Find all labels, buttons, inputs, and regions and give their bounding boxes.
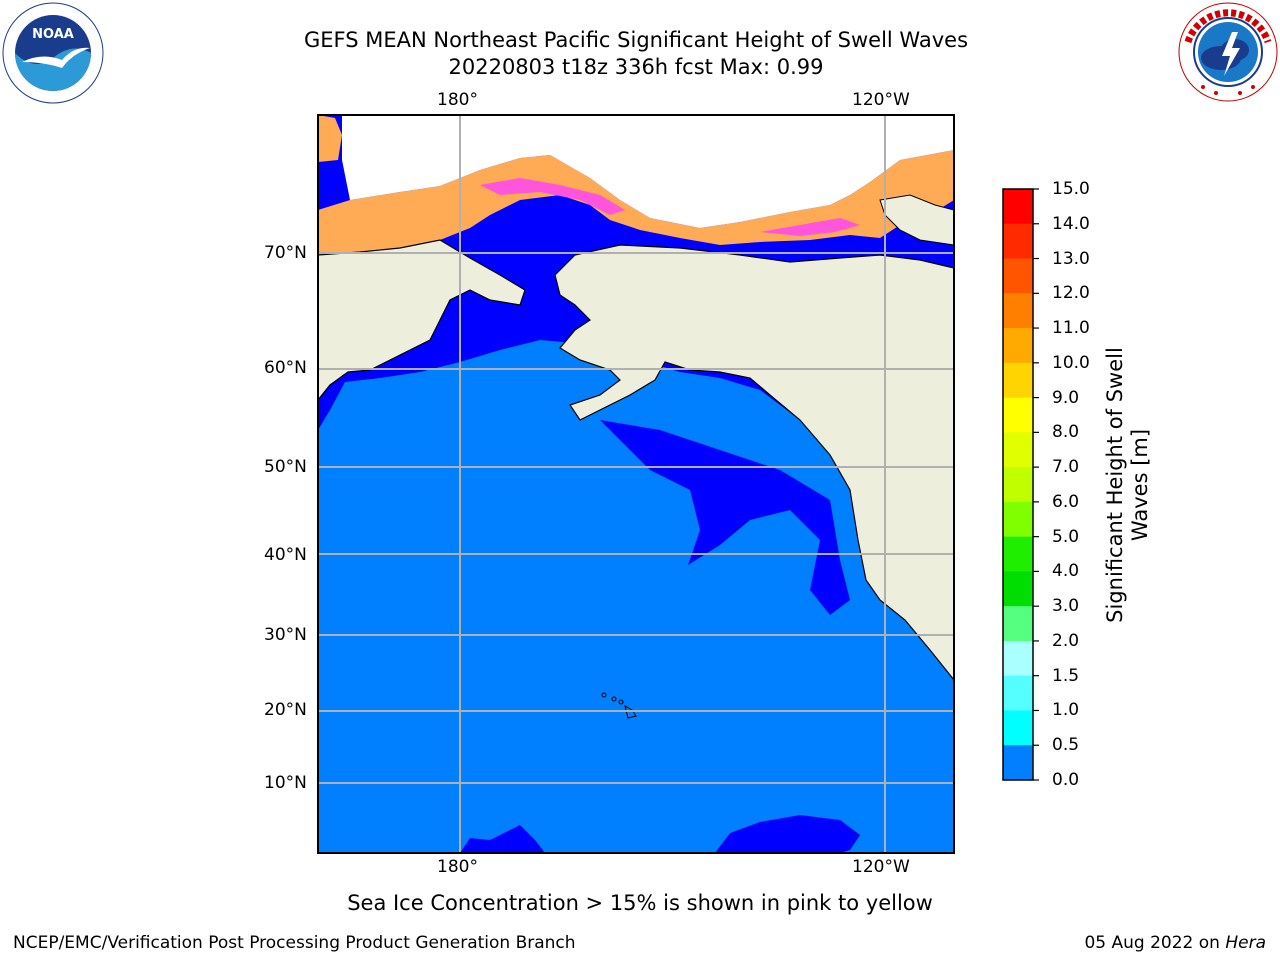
colorbar-tick-label: 0.5 (1052, 735, 1080, 756)
white-north (342, 115, 954, 228)
gridlines (318, 115, 954, 853)
noaa-logo-text: NOAA (32, 27, 74, 42)
nws-logo (1178, 2, 1278, 102)
colorbar-tick-label: 5.0 (1052, 526, 1080, 547)
colorbar-segment (1003, 223, 1033, 260)
colorbar (1003, 188, 1039, 781)
date-line: 05 Aug 2022 on Hera (1084, 933, 1266, 953)
lat-label-20n: 20°N (264, 700, 307, 720)
lon-label-bottom-120w: 120°W (852, 857, 910, 877)
colorbar-tick-label: 1.0 (1052, 700, 1080, 721)
colorbar-tick-label: 3.0 (1052, 596, 1080, 617)
colorbar-segment (1003, 189, 1033, 225)
lon-label-top-180: 180° (437, 90, 478, 110)
colorbar-frame (1002, 188, 1034, 781)
colorbar-segment (1003, 258, 1033, 294)
land-north-america (554, 244, 954, 681)
colorbar-tick-label: 0.0 (1052, 770, 1080, 790)
colorbar-segment (1003, 467, 1033, 503)
colorbar-tick-label: 4.0 (1052, 561, 1080, 582)
colorbar-tick-label: 11.0 (1052, 318, 1090, 339)
ocean-low-south-1 (460, 825, 545, 853)
map-frame (317, 114, 955, 854)
chart-subtitle: 20220803 t18z 336h fcst Max: 0.99 (448, 55, 824, 79)
date-text: 05 Aug 2022 on (1084, 933, 1226, 953)
ocean-low-south-2 (715, 815, 860, 853)
colorbar-tick-label: 14.0 (1052, 213, 1090, 234)
colorbar-segment (1003, 397, 1033, 433)
colorbar-tick-label: 9.0 (1052, 387, 1080, 408)
lat-label-60n: 60°N (264, 358, 307, 378)
lat-label-70n: 70°N (264, 243, 307, 263)
ocean-low-patch (600, 420, 850, 615)
lat-label-50n: 50°N (264, 457, 307, 477)
map-area (318, 115, 954, 853)
colorbar-tick-label: 15.0 (1052, 179, 1090, 199)
colorbar-segment (1003, 606, 1033, 642)
noaa-logo: NOAA (2, 2, 104, 104)
colorbar-tick-label: 2.0 (1052, 630, 1080, 651)
colorbar-tick-label: 10.0 (1052, 352, 1090, 373)
colorbar-tick-label: 12.0 (1052, 283, 1090, 304)
lat-label-30n: 30°N (264, 625, 307, 645)
colorbar-segment (1003, 640, 1033, 677)
lat-label-10n: 10°N (264, 773, 307, 793)
colorbar-segment (1003, 710, 1033, 746)
sea-ice-pink (480, 178, 625, 215)
colorbar-segment (1003, 571, 1033, 607)
lon-label-bottom-180: 180° (437, 857, 478, 877)
colorbar-segment (1003, 501, 1033, 538)
colorbar-segment (1003, 362, 1033, 399)
colorbar-tick-label: 6.0 (1052, 491, 1080, 512)
colorbar-tick-label: 8.0 (1052, 422, 1080, 443)
sea-ice-top-left (318, 115, 342, 162)
colorbar-segment (1003, 293, 1033, 329)
colorbar-segment (1003, 328, 1033, 364)
colorbar-segment (1003, 432, 1033, 468)
lon-label-top-120w: 120°W (852, 90, 910, 110)
land-arctic-islands (879, 194, 954, 246)
colorbar-segment (1003, 745, 1033, 781)
colorbar-label: Significant Height of Swell Waves [m] (1103, 347, 1152, 623)
colorbar-tick-label: 1.5 (1052, 665, 1080, 686)
ocean-low-north (318, 115, 954, 680)
sea-ice-pink-2 (760, 218, 860, 236)
colorbar-tick-label: 7.0 (1052, 457, 1080, 478)
colorbar-segment (1003, 536, 1033, 572)
colorbar-tick-label: 13.0 (1052, 248, 1090, 269)
lat-label-40n: 40°N (264, 545, 307, 565)
sea-ice-footnote: Sea Ice Concentration > 15% is shown in … (347, 891, 933, 915)
chart-title: GEFS MEAN Northeast Pacific Significant … (303, 28, 969, 52)
ocean-mid-patch (450, 440, 620, 470)
credit-line: NCEP/EMC/Verification Post Processing Pr… (13, 933, 576, 953)
colorbar-segment (1003, 675, 1033, 711)
machine-name: Hera (1225, 933, 1266, 953)
